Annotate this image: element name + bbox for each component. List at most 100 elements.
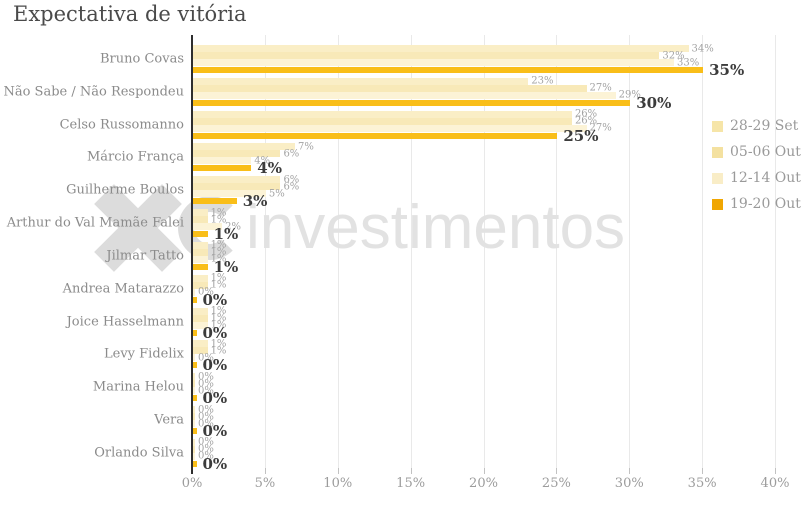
category-label: Andrea Matarazzo: [62, 281, 184, 297]
x-tick-mark: [410, 468, 412, 474]
value-label: 29%: [618, 89, 641, 101]
x-tick-label: 0%: [181, 476, 203, 491]
value-label: 6%: [283, 174, 300, 186]
x-tick-mark: [264, 468, 266, 474]
value-label: 1%: [210, 305, 227, 317]
bar: [193, 296, 197, 303]
bar: [193, 314, 208, 322]
value-label: 35%: [709, 61, 745, 79]
x-tick-mark: [629, 468, 631, 474]
value-label: 1%: [210, 279, 227, 291]
value-label: 5%: [268, 188, 285, 200]
category-label: Márcio França: [86, 149, 184, 165]
brand-watermark-text: investimentos: [246, 193, 626, 262]
x-tick-mark: [775, 468, 776, 474]
bar: [193, 150, 281, 158]
x-tick-label: 10%: [323, 476, 353, 491]
value-label: 2%: [225, 221, 242, 233]
value-label: 26%: [574, 108, 598, 120]
value-label: 27%: [589, 82, 612, 94]
x-tick-label: 20%: [469, 476, 498, 491]
bar: [193, 248, 208, 256]
value-label: 1%: [210, 345, 227, 357]
grid-line: [483, 35, 485, 468]
legend-item: 19-20 Out: [712, 196, 801, 212]
value-label: 1%: [210, 312, 227, 324]
grid-line: [629, 35, 631, 468]
x-tick-mark: [702, 468, 704, 474]
bar: [193, 231, 208, 238]
bar: [193, 216, 208, 224]
bar: [193, 288, 195, 296]
value-label: 33%: [676, 57, 700, 68]
bar: [193, 132, 558, 139]
value-label: 34%: [691, 43, 714, 54]
value-label: 7%: [298, 141, 314, 153]
value-label: 0%: [198, 385, 214, 397]
bar: [193, 165, 252, 172]
legend-item: 12-14 Out: [712, 170, 801, 186]
chart-title: Expectativa de vitória: [13, 2, 247, 26]
value-label: 0%: [198, 378, 214, 390]
legend-item: 28-29 Set: [712, 118, 801, 134]
value-label: 0%: [198, 286, 214, 298]
bar: [193, 373, 195, 381]
bar: [193, 45, 689, 52]
value-label: 0%: [198, 443, 214, 455]
category-label: Joice Hasselmann: [66, 314, 184, 330]
grid-line: [337, 35, 339, 468]
legend-swatch: [712, 172, 723, 184]
bar: [193, 428, 197, 435]
bar: [193, 406, 195, 414]
bar: [193, 67, 704, 73]
category-label: Orlando Silva: [94, 445, 184, 461]
legend-label: 12-14 Out: [730, 170, 801, 186]
value-label: 3%: [242, 192, 268, 211]
value-label: 1%: [210, 214, 227, 226]
value-label: 26%: [574, 115, 598, 127]
value-label: 4%: [257, 159, 282, 178]
value-label: 1%: [210, 207, 227, 219]
grid-line: [775, 35, 776, 468]
bar: [193, 340, 208, 348]
category-label: Vera: [154, 412, 184, 428]
bar: [193, 255, 208, 263]
bar: [193, 110, 572, 118]
value-label: 0%: [198, 450, 214, 462]
value-label: 0%: [202, 454, 228, 473]
bar: [193, 460, 197, 467]
grid-line: [556, 35, 558, 468]
bar: [193, 157, 252, 165]
bar: [193, 84, 587, 92]
bar: [193, 176, 281, 184]
value-label: 0%: [202, 389, 228, 408]
value-label: 25%: [563, 126, 599, 145]
bar: [193, 99, 631, 106]
value-label: 6%: [283, 181, 300, 193]
bar: [193, 124, 587, 132]
x-tick-label: 40%: [760, 476, 790, 491]
x-tick-label: 35%: [687, 476, 717, 491]
bar: [193, 263, 208, 270]
bar: [193, 395, 197, 402]
grid-line: [410, 35, 412, 468]
value-label: 0%: [198, 411, 214, 423]
value-label: 0%: [198, 418, 214, 430]
category-label: Marina Helou: [92, 379, 184, 395]
grid-line: [264, 35, 266, 468]
legend-swatch: [712, 120, 723, 132]
category-label: Levy Fidelix: [104, 346, 184, 362]
legend-swatch: [712, 198, 723, 210]
legend-item: 05-06 Out: [712, 144, 801, 160]
x-tick-mark: [483, 468, 485, 474]
value-label: 1%: [210, 272, 227, 284]
bar: [193, 445, 195, 453]
bar: [193, 347, 208, 355]
bar: [193, 452, 195, 460]
bar: [193, 362, 197, 369]
bar: [193, 223, 223, 231]
value-label: 0%: [198, 436, 214, 448]
value-label: 30%: [636, 93, 672, 112]
category-label: Bruno Covas: [99, 51, 184, 67]
bar: [193, 241, 208, 249]
